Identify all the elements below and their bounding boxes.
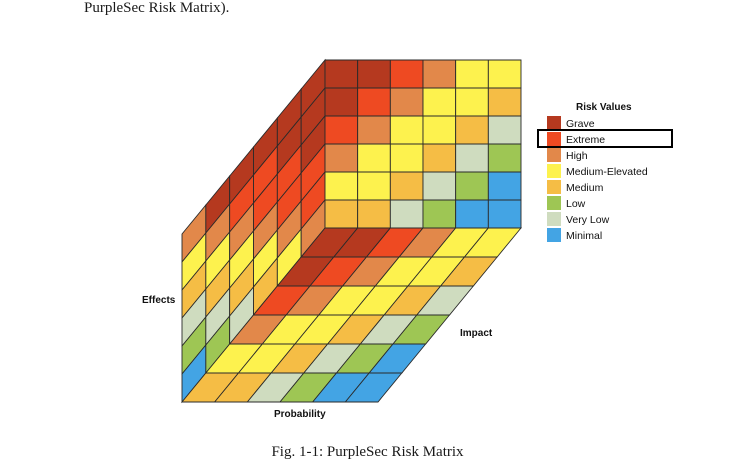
front-cell (357, 59, 391, 89)
front-cell (357, 143, 391, 173)
probability-axis-label: Probability (274, 409, 326, 420)
front-cell (487, 59, 522, 89)
front-cell (455, 87, 489, 117)
front-cell (487, 199, 522, 229)
legend-swatch (547, 116, 561, 130)
front-cell (422, 87, 457, 117)
legend-label: Medium-Elevated (566, 166, 648, 178)
front-cell (389, 171, 424, 201)
front-cell (422, 199, 457, 229)
front-cell (324, 171, 359, 201)
legend-label: Low (566, 198, 586, 210)
legend-highlight-box (537, 129, 673, 148)
front-cell (357, 199, 391, 229)
impact-axis-label: Impact (460, 328, 493, 339)
legend-swatch (547, 228, 561, 242)
legend-swatch (547, 180, 561, 194)
legend-swatch (547, 164, 561, 178)
front-cell (422, 115, 457, 145)
front-cell (389, 143, 424, 173)
legend-swatch (547, 148, 561, 162)
front-cell (422, 59, 457, 89)
front-cell (487, 115, 522, 145)
front-cell (324, 199, 359, 229)
front-cell (389, 199, 424, 229)
effects-axis-label: Effects (142, 295, 176, 306)
front-cell (455, 115, 489, 145)
front-cell (389, 115, 424, 145)
legend-label: High (566, 150, 588, 162)
front-face (324, 59, 522, 229)
legend-label: Minimal (566, 230, 602, 242)
front-cell (455, 171, 489, 201)
legend-title: Risk Values (576, 102, 632, 113)
bottom-face (181, 227, 522, 403)
front-cell (487, 143, 522, 173)
front-cell (422, 143, 457, 173)
front-cell (389, 87, 424, 117)
front-cell (455, 199, 489, 229)
figure-caption: Fig. 1-1: PurpleSec Risk Matrix (271, 444, 464, 460)
front-cell (357, 171, 391, 201)
legend-label: Medium (566, 182, 604, 194)
front-cell (487, 171, 522, 201)
front-cell (487, 87, 522, 117)
front-cell (357, 115, 391, 145)
legend-swatch (547, 196, 561, 210)
front-cell (324, 87, 359, 117)
front-cell (422, 171, 457, 201)
front-cell (455, 143, 489, 173)
front-cell (455, 59, 489, 89)
bottom-cell (344, 372, 403, 403)
left-face (181, 58, 326, 404)
front-cell (324, 59, 359, 89)
risk-cube (181, 58, 522, 404)
legend-label: Very Low (566, 214, 610, 226)
legend-label: Extreme (566, 134, 605, 146)
legend: Risk Values Grave Extreme High Medium-Eleva… (537, 102, 673, 242)
header-text: PurpleSec Risk Matrix). (84, 0, 230, 16)
legend-label: Grave (566, 118, 595, 130)
legend-swatch (547, 132, 561, 146)
legend-swatch (547, 212, 561, 226)
front-cell (324, 115, 359, 145)
front-cell (357, 87, 391, 117)
front-cell (389, 59, 424, 89)
legend-items: Grave Extreme High Medium-Elevated Medium Low… (537, 116, 673, 242)
front-cell (324, 143, 359, 173)
